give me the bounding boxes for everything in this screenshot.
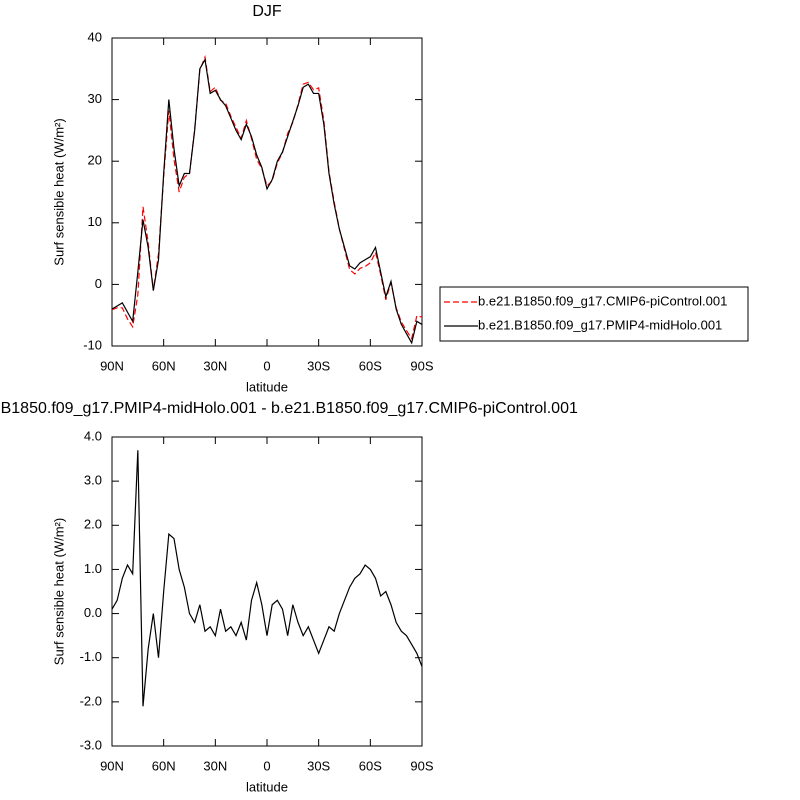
y-tick-label: -3.0: [80, 737, 102, 752]
x-tick-label: 30S: [307, 358, 330, 373]
legend-label: b.e21.B1850.f09_g17.PMIP4-midHolo.001: [478, 317, 722, 332]
data-line: [111, 450, 423, 707]
x-tick-label: 90N: [100, 758, 124, 773]
data-line: [111, 57, 423, 345]
y-tick-label: 0.0: [84, 605, 102, 620]
x-tick-label: 0: [263, 358, 270, 373]
x-tick-label: 30S: [307, 758, 330, 773]
x-tick-label: 30N: [203, 358, 227, 373]
y-tick-label: 1.0: [84, 561, 102, 576]
y-tick-label: 4.0: [84, 428, 102, 443]
y-tick-label: -1.0: [80, 649, 102, 664]
legend-label: b.e21.B1850.f09_g17.CMIP6-piControl.001: [478, 293, 727, 308]
x-tick-label: 60S: [359, 758, 382, 773]
data-line: [111, 54, 423, 341]
y-tick-label: 20: [88, 153, 102, 168]
y-axis-label: Surf sensible heat (W/m²): [51, 118, 66, 265]
y-tick-label: 3.0: [84, 473, 102, 488]
y-tick-label: 30: [88, 91, 102, 106]
x-tick-label: 90S: [410, 358, 433, 373]
x-tick-label: 60S: [359, 358, 382, 373]
y-tick-label: -10: [83, 337, 102, 352]
plot-frame: [111, 37, 423, 347]
x-tick-label: 60N: [152, 358, 176, 373]
chart-title: DJF: [252, 3, 282, 20]
x-axis-label: latitude: [246, 379, 288, 394]
x-tick-label: 90N: [100, 358, 124, 373]
chart-title: b.e21.B1850.f09_g17.PMIP4-midHolo.001 - …: [0, 400, 578, 417]
x-tick-label: 60N: [152, 758, 176, 773]
plot-frame: [111, 436, 423, 747]
y-tick-label: 0: [95, 276, 102, 291]
legend-box: [439, 286, 749, 342]
x-tick-label: 90S: [410, 758, 433, 773]
x-tick-label: 30N: [203, 758, 227, 773]
y-tick-label: 40: [88, 29, 102, 44]
x-tick-label: 0: [263, 758, 270, 773]
y-tick-label: 2.0: [84, 517, 102, 532]
x-axis-label: latitude: [246, 779, 288, 794]
y-axis-label: Surf sensible heat (W/m²): [51, 518, 66, 665]
y-tick-label: 10: [88, 214, 102, 229]
y-tick-label: -2.0: [80, 693, 102, 708]
